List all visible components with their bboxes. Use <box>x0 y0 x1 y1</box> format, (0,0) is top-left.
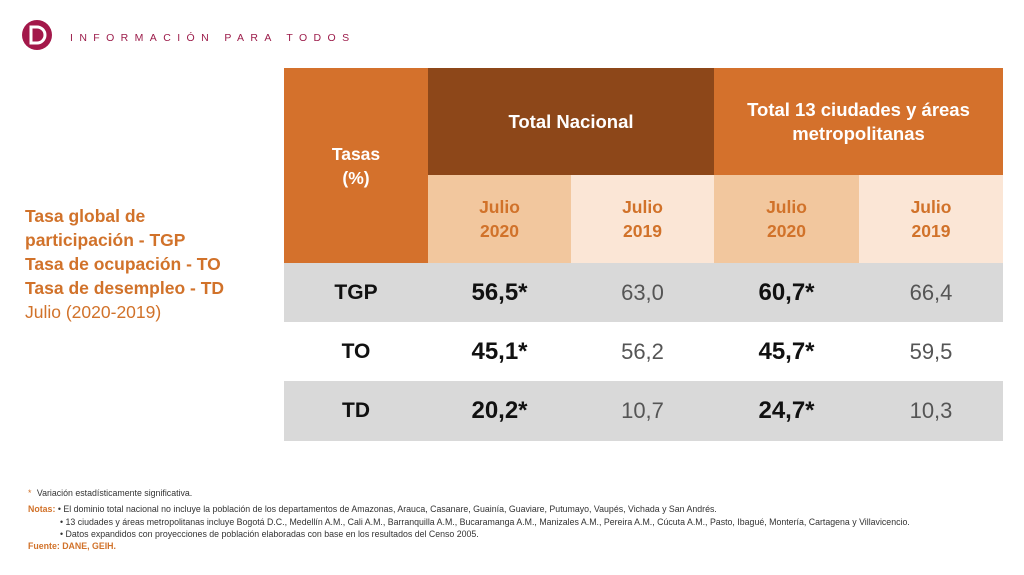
value-tgp-nacional-2020: 56,5* <box>471 278 528 306</box>
footnote-significance: * Variación estadísticamente significati… <box>28 487 1008 499</box>
value-td-nacional-2019: 10,7 <box>621 398 664 423</box>
subheader-nacional-2020: Julio 2020 <box>428 175 571 263</box>
subheader-13-2019: Julio 2019 <box>859 175 1003 263</box>
value-to-13-2020: 45,7* <box>758 337 815 365</box>
header-total-13-ciudades: Total 13 ciudades y áreas metropolitanas <box>714 68 1003 175</box>
subheader-nacional-2019: Julio 2019 <box>571 175 714 263</box>
table-row-tgp <box>284 263 1003 322</box>
subheader-13-2020: Julio 2020 <box>714 175 859 263</box>
footnotes: * Variación estadísticamente significati… <box>28 487 1008 552</box>
value-tgp-13-2020: 60,7* <box>758 278 815 306</box>
value-tgp-nacional-2019: 63,0 <box>621 279 664 305</box>
header-tasas: Tasas (%) <box>284 68 428 263</box>
value-td-13-2020: 24,7* <box>758 397 815 424</box>
value-td-nacional-2020: 20,2* <box>471 397 528 424</box>
side-caption-line: participación - TGP <box>25 230 186 250</box>
value-to-nacional-2019: 56,2 <box>621 338 664 364</box>
value-to-13-2019: 59,5 <box>909 338 953 364</box>
table-row-td <box>284 381 1003 441</box>
note-1-text: • El dominio total nacional no incluye l… <box>57 504 717 515</box>
footnote-note-3: • Datos expandidos con proyecciones de p… <box>60 528 479 539</box>
header-tasas-label: Tasas <box>331 143 381 164</box>
notes-label: Notas: <box>28 504 56 515</box>
side-caption-period: Julio (2020-2019) <box>25 302 162 322</box>
brand-tagline: INFORMACIÓN PARA TODOS <box>70 32 356 44</box>
dane-logo-icon <box>29 25 47 45</box>
footnote-source: Fuente: DANE, GEIH. <box>28 541 116 552</box>
side-caption-line: Tasa global de <box>25 206 146 226</box>
row-label-tgp: TGP <box>334 280 378 304</box>
header-tasas-unit: (%) <box>342 167 370 188</box>
value-to-nacional-2020: 45,1* <box>471 337 528 365</box>
dane-logo <box>22 20 52 50</box>
table-row-to <box>284 322 1003 381</box>
row-label-to: TO <box>341 339 371 363</box>
header-total-nacional: Total Nacional <box>428 68 714 175</box>
rates-table: Tasas (%) Total Nacional Total 13 ciudad… <box>284 68 1003 441</box>
footnote-note-2: • 13 ciudades y áreas metropolitanas inc… <box>60 516 910 527</box>
side-caption-line: Tasa de desempleo - TD <box>25 278 225 298</box>
footnote-note-1: Notas: • El dominio total nacional no in… <box>28 503 1008 515</box>
value-tgp-13-2019: 66,4 <box>909 279 953 305</box>
footnote-asterisk: * <box>28 488 32 498</box>
side-caption: Tasa global de participación - TGP Tasa … <box>25 204 275 324</box>
row-label-td: TD <box>342 399 370 422</box>
footnote-significance-text: Variación estadísticamente significativa… <box>36 488 193 498</box>
side-caption-line: Tasa de ocupación - TO <box>25 254 221 274</box>
value-td-13-2019: 10,3 <box>909 398 953 423</box>
